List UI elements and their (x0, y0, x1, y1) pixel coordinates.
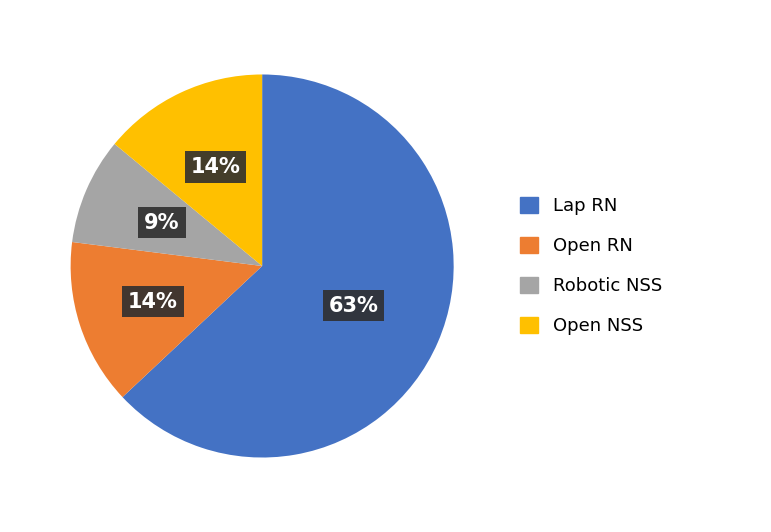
Wedge shape (71, 242, 262, 397)
Wedge shape (115, 74, 262, 266)
Text: 14%: 14% (128, 292, 178, 312)
Text: 9%: 9% (144, 213, 180, 232)
Text: 14%: 14% (190, 157, 241, 177)
Wedge shape (123, 74, 453, 458)
Wedge shape (72, 144, 262, 266)
Legend: Lap RN, Open RN, Robotic NSS, Open NSS: Lap RN, Open RN, Robotic NSS, Open NSS (520, 197, 662, 335)
Text: 63%: 63% (328, 296, 379, 315)
